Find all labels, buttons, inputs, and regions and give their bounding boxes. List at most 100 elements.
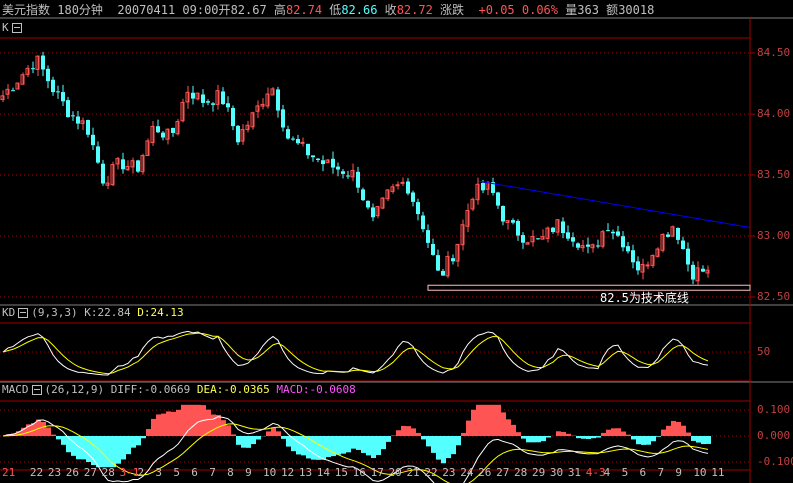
macd-bar [16,431,21,436]
candle [426,230,430,243]
candle [631,250,635,263]
macd-bar [431,436,436,453]
candle [555,219,560,233]
high-label: 高 [273,3,286,17]
macd-bar [251,436,256,445]
macd-bar [361,436,366,453]
macd-bar [586,436,591,440]
macd-dea-line [2,423,709,483]
macd-bar [386,436,391,442]
macd-bar [266,431,271,436]
macd-bar [581,436,586,439]
candle [361,189,365,201]
kd-k-line [2,330,709,376]
candle [356,171,360,188]
candle [41,55,45,70]
candle [15,82,20,90]
candle [611,231,615,234]
collapse-icon[interactable] [31,385,42,395]
macd-bar [371,436,376,459]
candle [331,158,335,168]
date-label: 7 [657,466,665,479]
candle [470,198,475,210]
candle [590,244,595,249]
macd-bar [416,432,421,436]
candle [380,197,385,209]
candle [171,127,175,133]
macd-bar [421,436,426,440]
candle [281,109,285,128]
low-value: 82.66 [341,3,378,17]
volume-label: 量 [565,3,578,17]
macd-bar [306,436,311,459]
macd-bar [101,436,106,468]
main-panel-label: K [2,21,25,34]
kd-params[interactable]: (9,3,3) [31,306,78,319]
macd-params[interactable]: (26,12,9) [44,383,105,396]
macd-bar [536,436,541,443]
macd-bar [501,412,506,436]
macd-bar [246,436,251,448]
candle [25,67,30,75]
date-label: 4-3 [585,466,606,479]
macd-bar [161,413,166,436]
macd-bar [111,436,116,468]
macd-bar [396,430,401,436]
macd-bar [271,427,276,436]
date-label: 9 [675,466,683,479]
candle [505,220,510,223]
candle [80,120,85,125]
macd-bar [281,436,286,439]
macd-bar [171,411,176,436]
candle [136,160,140,172]
candle [475,183,480,201]
macd-bar [411,428,416,436]
macd-bar [381,436,386,450]
macd-dea-value: DEA:-0.0365 [196,383,270,396]
period[interactable]: 180分钟 [57,3,103,17]
candle [516,221,520,236]
macd-bar [486,404,491,436]
candle [511,220,515,223]
candle [46,68,50,82]
collapse-icon[interactable] [11,23,22,33]
close-label: 收 [384,3,397,17]
date-label: 28 [514,466,528,479]
candle [191,92,195,99]
amount-label: 额 [606,3,619,17]
date-label: 10 [693,466,707,479]
candle [616,231,620,236]
macd-bar [96,436,101,468]
candle [161,132,165,138]
date-label: 8 [227,466,234,479]
date-label: 22 [29,466,44,479]
macd-bar [356,436,361,450]
macd-bar [226,425,231,436]
macd-bar [366,436,371,456]
macd-bar [21,427,26,436]
macd-bar [136,436,141,446]
macd-bar [41,421,46,436]
macd-bar [556,431,561,436]
candle [31,68,35,70]
macd-bar [666,425,671,436]
candle [400,181,405,184]
candle [691,264,695,280]
macd-bar [496,404,501,436]
candle [211,103,215,105]
macd-bar [541,436,546,442]
macd-bar [681,425,686,436]
macd-bar [236,436,241,445]
candle [195,92,200,100]
macd-bar [256,436,261,440]
candle [121,159,125,170]
macd-bar [36,419,41,436]
macd-bar [156,414,161,436]
macd-bar [671,420,676,436]
macd-bar [436,436,441,460]
date-label: 2 [137,466,145,479]
support-box [427,284,751,291]
collapse-icon[interactable] [18,308,29,318]
macd-bar [691,436,696,441]
